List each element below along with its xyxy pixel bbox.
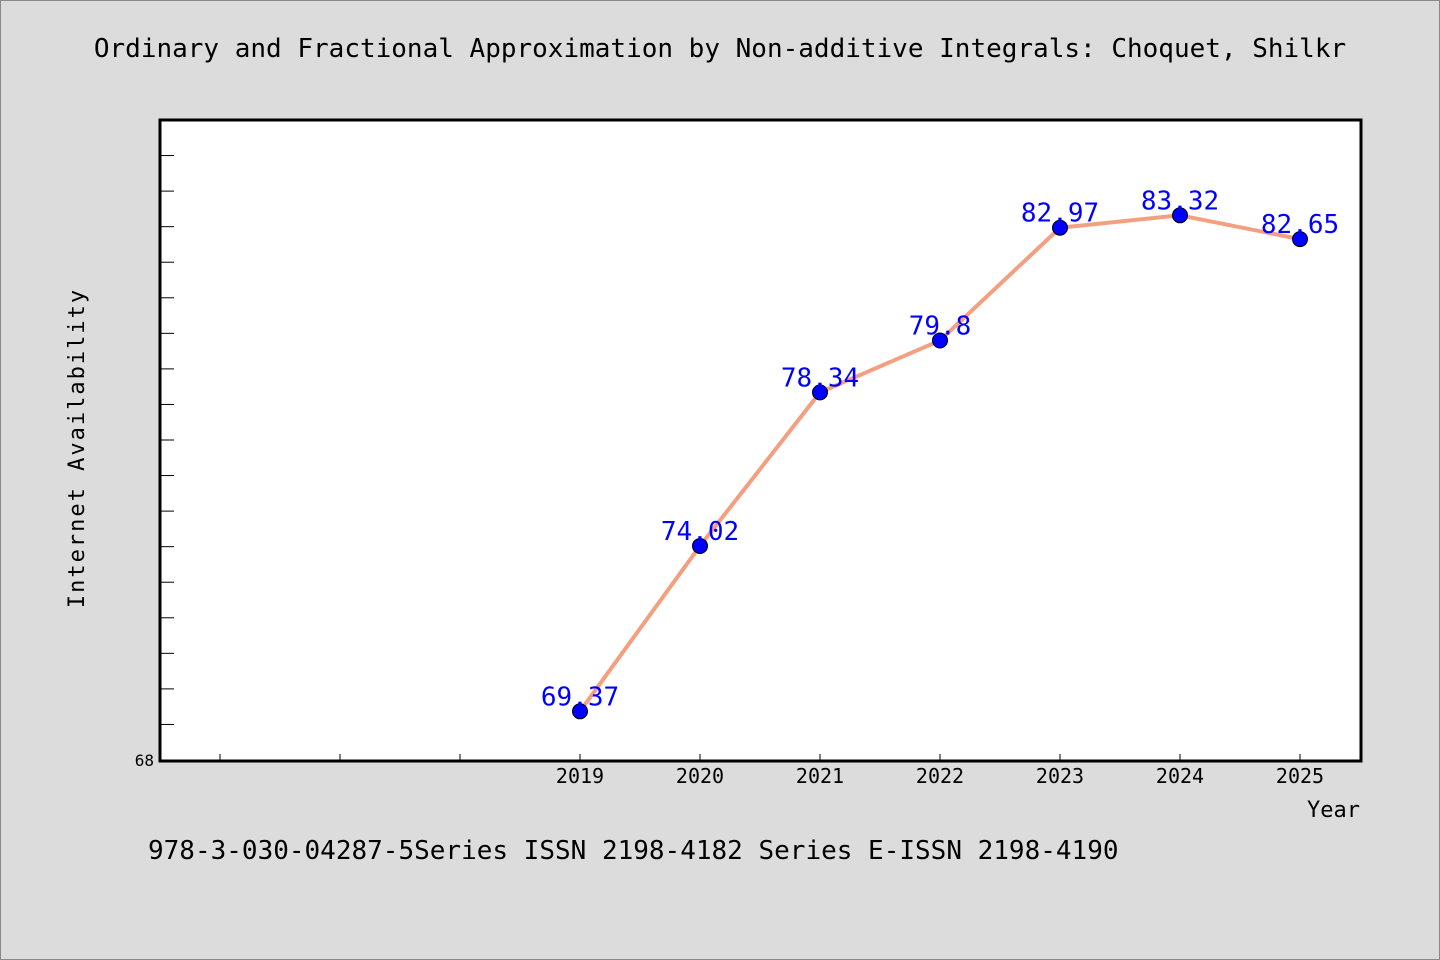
x-axis-ticks: 2019 2020 2021 2022 2023 2024 2025 — [219, 754, 1324, 788]
data-labels-layer: 69.37 74.02 78.34 79.8 82.97 83.32 82.65 — [541, 186, 1339, 712]
plot-border — [158, 118, 1363, 763]
data-label: 69.37 — [541, 682, 619, 712]
series-layer — [572, 207, 1308, 720]
y-axis-ticks: 68 — [135, 155, 174, 770]
data-point — [1052, 219, 1068, 236]
x-tick-label: 2023 — [1036, 764, 1084, 788]
data-point — [812, 384, 828, 401]
footer-text: 978-3-030-04287-5Series ISSN 2198-4182 S… — [148, 836, 1119, 866]
x-axis-label: Year — [1307, 798, 1360, 823]
data-point — [1172, 207, 1188, 224]
data-label: 74.02 — [661, 517, 739, 547]
chart-title: Ordinary and Fractional Approximation by… — [93, 34, 1347, 64]
data-label: 82.97 — [1021, 199, 1099, 229]
x-tick-label: 2025 — [1276, 764, 1324, 788]
x-tick-label: 2021 — [796, 764, 844, 788]
x-tick-label: 2019 — [556, 764, 604, 788]
data-label: 78.34 — [781, 363, 859, 393]
plot-area — [160, 120, 1361, 761]
data-point — [572, 703, 588, 720]
y-axis-label: Internet Availability — [65, 288, 90, 608]
y-tick-label: 68 — [135, 751, 154, 770]
data-point — [692, 537, 708, 554]
data-point — [932, 332, 948, 349]
data-label: 83.32 — [1141, 186, 1219, 216]
data-label: 82.65 — [1261, 210, 1339, 240]
data-label: 79.8 — [909, 311, 972, 341]
data-point — [1292, 231, 1308, 248]
x-tick-label: 2024 — [1156, 764, 1204, 788]
x-tick-label: 2020 — [676, 764, 724, 788]
x-tick-label: 2022 — [916, 764, 964, 788]
